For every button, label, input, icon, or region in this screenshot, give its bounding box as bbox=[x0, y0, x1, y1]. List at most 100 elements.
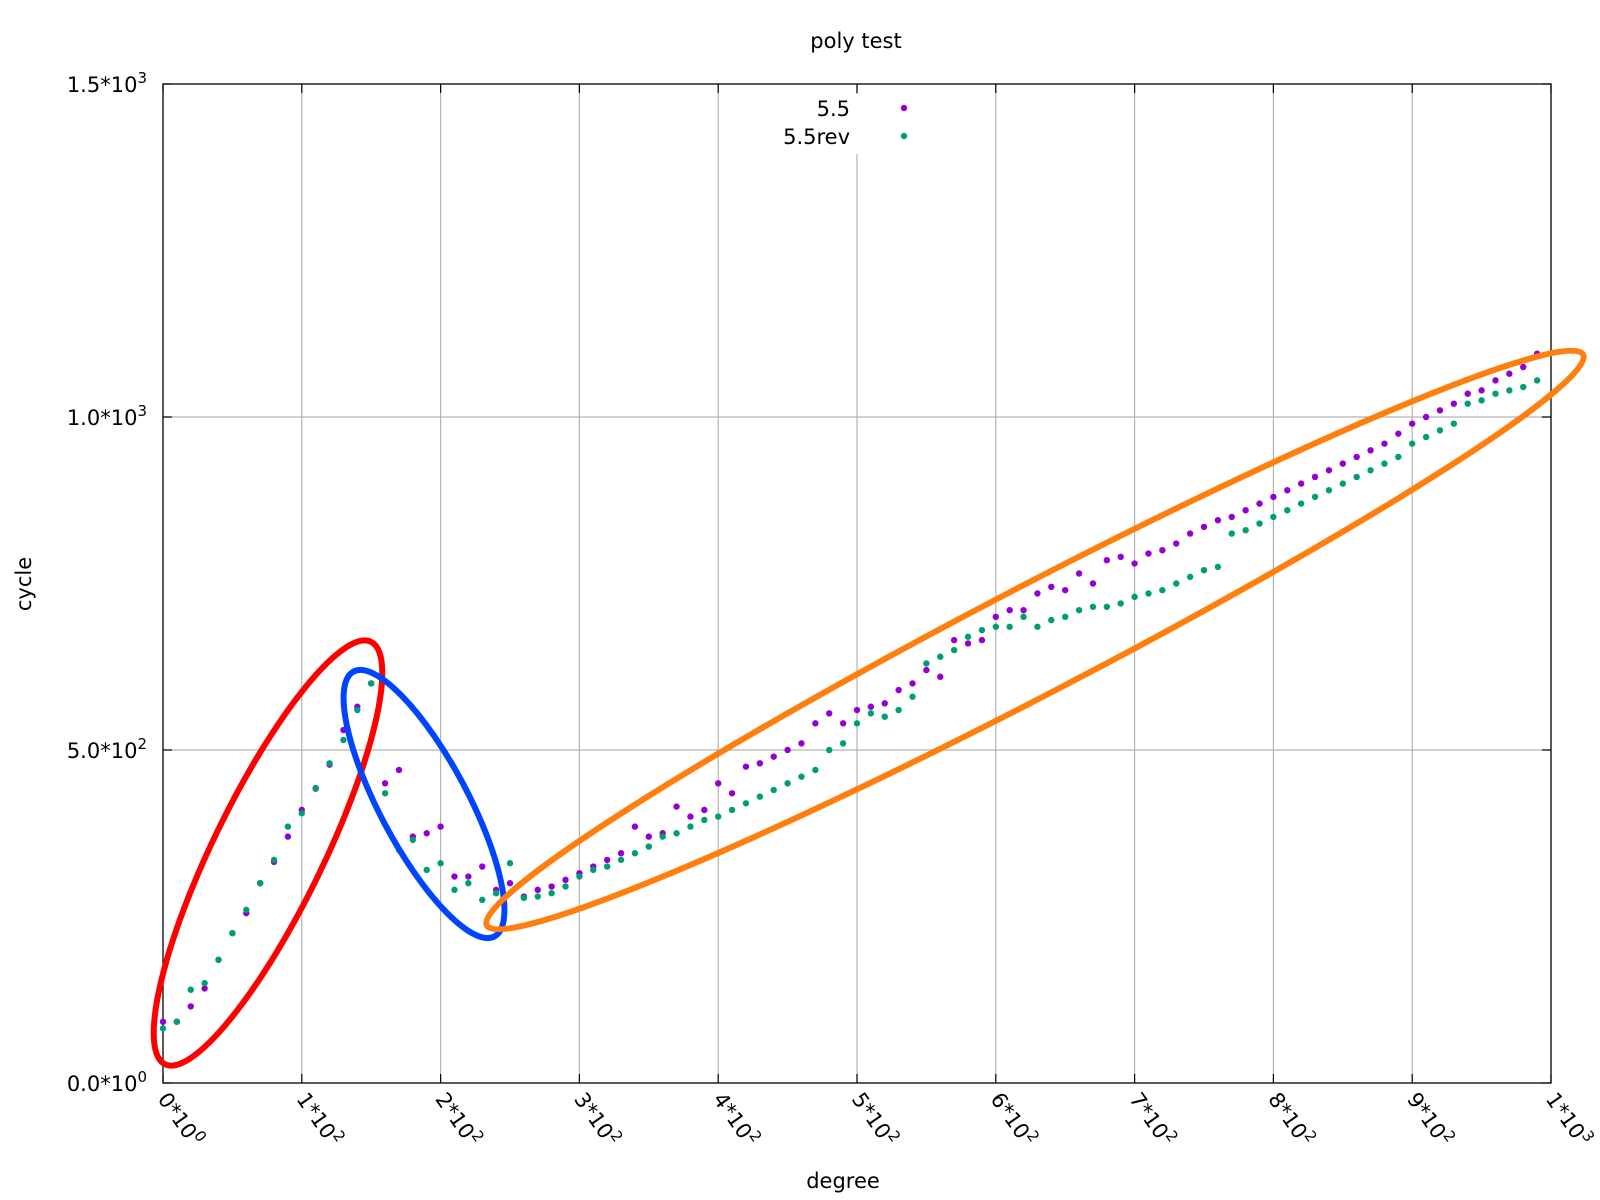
data-point bbox=[1062, 613, 1069, 620]
data-point bbox=[270, 856, 278, 864]
data-point bbox=[826, 710, 833, 717]
data-point bbox=[950, 636, 958, 644]
data-point bbox=[1048, 583, 1055, 591]
legend-background bbox=[760, 94, 910, 154]
data-point bbox=[673, 830, 680, 837]
data-point bbox=[256, 880, 264, 887]
data-point bbox=[1006, 623, 1013, 630]
data-point bbox=[881, 700, 888, 707]
data-point bbox=[1367, 447, 1374, 454]
x-tick-label: 0*100 bbox=[153, 1086, 210, 1151]
data-point bbox=[742, 800, 750, 807]
data-point bbox=[881, 713, 888, 720]
data-point bbox=[534, 893, 541, 900]
data-point bbox=[229, 929, 236, 937]
data-point bbox=[950, 646, 958, 654]
data-point bbox=[798, 740, 805, 747]
data-point bbox=[1311, 473, 1319, 481]
data-point bbox=[1173, 540, 1180, 547]
data-point bbox=[1159, 547, 1166, 554]
data-point bbox=[1325, 467, 1333, 474]
data-point bbox=[326, 760, 333, 767]
data-point bbox=[1020, 613, 1027, 620]
data-point bbox=[451, 886, 458, 894]
data-point bbox=[1103, 556, 1111, 564]
data-point bbox=[243, 906, 250, 914]
data-point bbox=[839, 740, 847, 747]
data-point bbox=[937, 673, 944, 680]
data-point bbox=[756, 793, 764, 800]
data-point bbox=[437, 860, 444, 867]
data-point bbox=[742, 763, 750, 770]
data-point bbox=[1284, 507, 1291, 514]
annotation-ellipses bbox=[150, 347, 1587, 1069]
data-point bbox=[201, 985, 208, 992]
data-point bbox=[1089, 580, 1097, 587]
data-point bbox=[603, 863, 611, 870]
data-point bbox=[1159, 586, 1166, 594]
data-point bbox=[1520, 383, 1527, 391]
grid-lines bbox=[163, 84, 1551, 1083]
data-point bbox=[1242, 527, 1249, 534]
data-point bbox=[1242, 507, 1249, 514]
x-tick-label: 7*102 bbox=[1125, 1086, 1182, 1151]
x-axis-label: degree bbox=[806, 1169, 880, 1193]
data-point bbox=[423, 830, 430, 837]
data-point bbox=[784, 780, 791, 787]
data-point bbox=[284, 823, 292, 830]
data-point bbox=[159, 1018, 167, 1025]
data-point bbox=[826, 746, 833, 754]
data-point bbox=[409, 836, 417, 844]
data-point bbox=[923, 666, 930, 674]
data-point bbox=[1436, 427, 1444, 434]
legend-marker bbox=[900, 104, 908, 112]
data-point bbox=[1200, 523, 1208, 531]
data-point bbox=[381, 790, 389, 797]
data-point bbox=[298, 810, 305, 817]
legend-label: 5.5rev bbox=[783, 125, 850, 149]
data-point bbox=[853, 720, 861, 727]
data-point bbox=[534, 886, 541, 894]
data-point bbox=[631, 823, 639, 830]
data-point bbox=[395, 766, 403, 774]
data-point bbox=[1409, 440, 1416, 447]
chart-title: poly test bbox=[810, 29, 901, 53]
series-1-points bbox=[159, 377, 1541, 1032]
data-point bbox=[1422, 433, 1430, 441]
data-point bbox=[1478, 397, 1485, 404]
y-tick-exponent: 3 bbox=[137, 402, 147, 420]
x-tick-label: 1*102 bbox=[292, 1086, 349, 1151]
data-point bbox=[839, 720, 847, 727]
y-tick-label: 1.5*103 bbox=[67, 69, 147, 97]
x-tick-label: 9*102 bbox=[1402, 1086, 1459, 1151]
data-point bbox=[1409, 420, 1416, 427]
data-point bbox=[1533, 377, 1541, 384]
highlight-ellipse bbox=[150, 637, 386, 1069]
data-point bbox=[1075, 606, 1083, 614]
y-tick-exponent: 0 bbox=[137, 1068, 147, 1086]
data-point bbox=[701, 816, 708, 824]
y-tick-exponent: 2 bbox=[137, 735, 147, 753]
data-point bbox=[909, 680, 916, 687]
data-point bbox=[437, 823, 444, 830]
data-point bbox=[548, 889, 555, 897]
data-points bbox=[159, 350, 1541, 1032]
data-point bbox=[937, 653, 944, 660]
data-point bbox=[1297, 480, 1305, 487]
data-point bbox=[687, 813, 694, 820]
data-point bbox=[964, 640, 972, 647]
data-point bbox=[1297, 500, 1305, 507]
y-tick-mantissa: 5.0 bbox=[67, 739, 100, 763]
data-point bbox=[1506, 370, 1513, 377]
data-point bbox=[1270, 493, 1277, 501]
data-point bbox=[1089, 603, 1097, 611]
data-point bbox=[354, 706, 361, 714]
data-point bbox=[1325, 487, 1333, 494]
data-point bbox=[1020, 606, 1027, 614]
data-point bbox=[978, 636, 986, 644]
data-point bbox=[728, 806, 736, 814]
y-tick-label: 5.0*102 bbox=[67, 735, 147, 763]
data-point bbox=[645, 833, 652, 840]
data-point bbox=[479, 863, 486, 870]
data-point bbox=[1422, 413, 1430, 421]
